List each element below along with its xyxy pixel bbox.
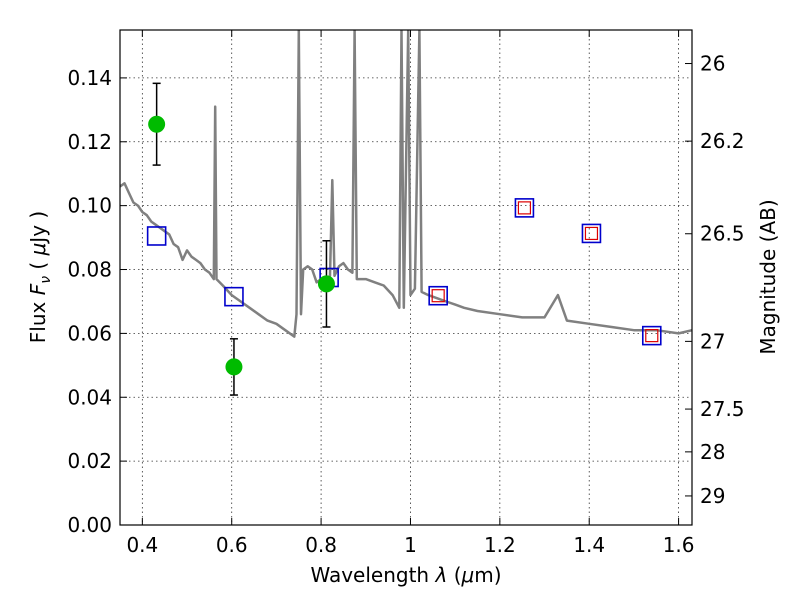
y-tick-label: 0.02 — [67, 449, 112, 473]
y2-tick-label: 29 — [700, 484, 725, 508]
y2-axis-label: Magnitude (AB) — [756, 199, 780, 354]
y-axis-label: Flux Fν ( μJy ) — [26, 211, 54, 343]
photometry-markers — [146, 82, 662, 396]
y-tick-label: 0.12 — [67, 130, 112, 154]
x-axis-ticks: 0.4 0.6 0.8 1 1.2 1.4 1.6 — [126, 30, 695, 557]
x-tick-label: 0.6 — [216, 533, 248, 557]
observed-photometry-square — [431, 289, 445, 303]
observed-photometry-square — [517, 201, 532, 215]
y-axis-ticks: 0.00 0.02 0.04 0.06 0.08 0.10 0.12 0.14 — [67, 66, 127, 537]
x-tick-label: 1 — [404, 533, 417, 557]
x-tick-label: 1.6 — [663, 533, 695, 557]
model-photometry-square — [224, 286, 244, 307]
y2-tick-label: 26.5 — [700, 222, 745, 246]
model-photometry-square — [641, 325, 662, 346]
model-photometry-square — [146, 226, 167, 246]
y2-tick-label: 26.2 — [700, 129, 745, 153]
y-tick-label: 0.00 — [67, 513, 112, 537]
x-tick-label: 0.8 — [305, 533, 337, 557]
y2-axis-ticks: 26 26.2 26.5 27 27.5 28 29 — [685, 52, 745, 508]
model-photometry-square — [514, 198, 535, 218]
y-tick-label: 0.10 — [67, 194, 112, 218]
observed-photometry-square — [584, 226, 599, 241]
y2-tick-label: 28 — [700, 440, 725, 464]
x-tick-label: 0.4 — [126, 533, 158, 557]
y-tick-label: 0.04 — [67, 385, 112, 409]
model-photometry-square — [428, 285, 448, 306]
y2-tick-label: 27 — [700, 329, 725, 353]
model-sed-line — [120, 30, 692, 338]
plot-frame — [119, 29, 693, 526]
y-tick-label: 0.14 — [67, 66, 112, 90]
x-tick-label: 1.2 — [484, 533, 516, 557]
detection-point — [148, 115, 166, 133]
y2-tick-label: 26 — [700, 52, 725, 76]
y-tick-label: 0.08 — [67, 258, 112, 282]
y-tick-label: 0.06 — [67, 321, 112, 345]
model-photometry-square — [581, 223, 602, 244]
y2-tick-label: 27.5 — [700, 397, 745, 421]
observed-photometry-square — [645, 329, 659, 343]
detection-point — [225, 358, 243, 376]
detection-point — [317, 275, 335, 293]
model-sed-layer — [120, 30, 692, 338]
x-tick-label: 1.4 — [573, 533, 605, 557]
x-axis-label: Wavelength λ (μm) — [310, 563, 501, 587]
